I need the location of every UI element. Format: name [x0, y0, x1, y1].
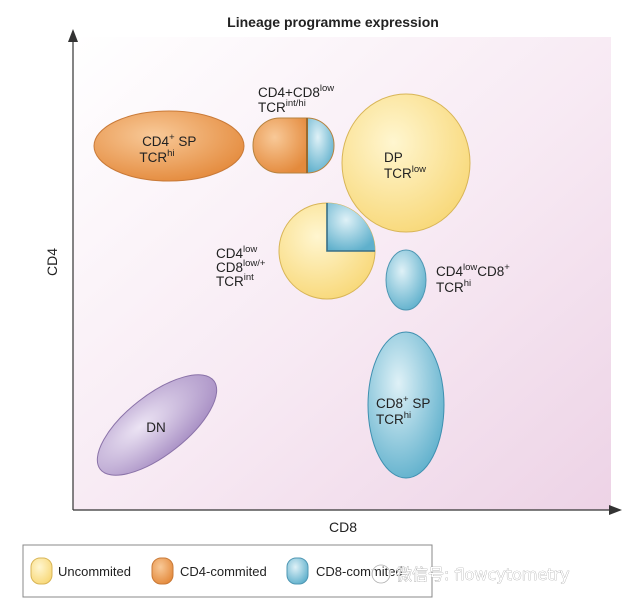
legend-label-cd8: CD8-commited [316, 564, 403, 579]
cd4-cd8low-population [252, 117, 335, 174]
dn-population [96, 374, 218, 476]
watermark: 微信号: flowcytometry [370, 563, 570, 584]
cd4low-cd8low-population [278, 202, 376, 300]
dp-label: DP TCRlow [384, 150, 426, 181]
cd8-sp-population [367, 331, 445, 479]
legend-label-cd4: CD4-commited [180, 564, 267, 579]
cd4low-cd8plus-population [385, 249, 427, 311]
cd4low-cd8low-label: CD4low CD8low/+ TCRint [216, 240, 269, 289]
y-axis-arrow [68, 29, 78, 42]
cd8-sp-label: CD8+ SP TCRhi [376, 394, 434, 427]
cd4low-cd8plus-label: CD4lowCD8+ TCRhi [436, 258, 514, 295]
x-axis-arrow [609, 505, 622, 515]
legend-swatch-cd4 [151, 557, 174, 585]
cd4-sp-population [93, 110, 245, 182]
legend-swatch-uncommitted [30, 557, 53, 585]
cd4-sp-label: CD4+ SP TCRhi [139, 132, 200, 165]
dn-label: DN [146, 420, 166, 435]
dp-population [341, 93, 471, 233]
legend-box [22, 544, 433, 598]
x-axis-label: CD8 [329, 519, 357, 535]
legend-swatch-cd8 [286, 557, 309, 585]
watermark-text: 微信号: flowcytometry [396, 565, 570, 584]
y-axis-label: CD4 [44, 248, 60, 276]
diagram-title: Lineage programme expression [227, 14, 439, 30]
legend: Uncommited CD4-commited CD8-commited [22, 544, 433, 598]
legend-label-uncommitted: Uncommited [58, 564, 131, 579]
cd4-cd8low-label: CD4+CD8low TCRint/hi [258, 79, 338, 115]
